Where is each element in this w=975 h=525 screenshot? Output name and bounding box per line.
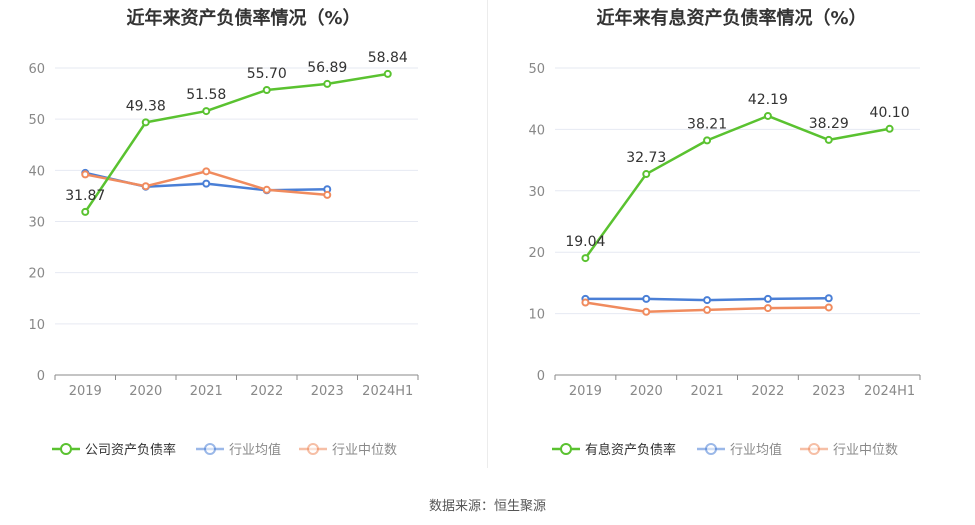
legend-label: 公司资产负债率 (85, 442, 176, 458)
data-point (81, 170, 90, 179)
chart-panel-left: 近年来资产负债率情况（%） 0 10 20 30 40 50 60 2019 2020 2021 2… (0, 0, 487, 470)
series-line (584, 114, 890, 259)
data-point (824, 303, 833, 312)
y-tick-label: 40 (528, 123, 545, 138)
x-tick-label: 2021 (190, 384, 223, 399)
data-point (141, 182, 150, 191)
chart-panel-right: 近年来有息资产负债率情况（%） 0 10 20 30 40 50 2019 2020 2021 2… (488, 0, 975, 470)
panel-divider (487, 0, 488, 468)
series-line (84, 72, 388, 213)
legend-marker-icon (204, 443, 216, 455)
legend-marker-icon (560, 443, 572, 455)
legend-label: 行业均值 (229, 442, 281, 458)
data-label: 32.73 (626, 150, 666, 166)
data-point (262, 185, 271, 194)
y-tick-label: 50 (528, 62, 545, 77)
legend-marker-icon (307, 443, 319, 455)
legend-item: 行业中位数 (800, 443, 898, 458)
y-tick-label: 30 (528, 185, 545, 200)
data-label: 38.21 (687, 116, 727, 132)
data-point (323, 190, 332, 199)
data-point (141, 118, 150, 127)
chart-title: 近年来资产负债率情况（%） (126, 8, 361, 29)
data-point (703, 296, 712, 305)
legend-item: 行业均值 (196, 442, 281, 458)
x-tick-label: 2023 (311, 384, 344, 399)
data-label: 40.10 (870, 105, 910, 121)
chart-plot-right: 0 10 20 30 40 50 2019 2020 2021 2022 2023 2024H1 19.… (528, 62, 921, 458)
y-tick-label: 30 (28, 216, 45, 231)
legend-label: 行业中位数 (332, 443, 397, 458)
y-tick-label: 20 (28, 267, 45, 282)
y-tick-label: 50 (28, 113, 45, 128)
chart-title: 近年来有息资产负债率情况（%） (596, 8, 867, 29)
legend-marker-icon (60, 443, 72, 455)
y-tick-label: 0 (37, 369, 45, 384)
data-point (202, 179, 211, 188)
data-label: 19.04 (565, 234, 605, 250)
data-point (763, 294, 772, 303)
x-tick-label: 2022 (751, 384, 784, 399)
legend-item: 有息资产负债率 (552, 442, 676, 458)
data-source: 数据来源：恒生聚源 (428, 499, 546, 514)
legend-item: 行业中位数 (299, 443, 397, 458)
x-tick-label: 2023 (812, 384, 845, 399)
data-point (703, 136, 712, 145)
data-point (642, 170, 651, 179)
x-tick-label: 2021 (691, 384, 724, 399)
legend-label: 行业均值 (730, 442, 782, 458)
chart-plot-left: 0 10 20 30 40 50 60 2019 2020 2021 2022 2023 2024H1 3… (28, 50, 419, 458)
data-point (703, 305, 712, 314)
data-label: 55.70 (247, 66, 287, 82)
data-point (383, 69, 392, 78)
x-tick-label: 2020 (129, 384, 162, 399)
data-point (824, 294, 833, 303)
y-tick-label: 10 (28, 318, 45, 333)
data-label: 51.58 (186, 87, 226, 103)
data-point (581, 254, 590, 263)
x-tick-label: 2022 (250, 384, 283, 399)
data-point (642, 294, 651, 303)
legend-label: 有息资产负债率 (585, 442, 676, 458)
legend-label: 行业中位数 (833, 443, 898, 458)
data-point (642, 307, 651, 316)
y-tick-label: 20 (528, 246, 545, 261)
legend-item: 行业均值 (697, 442, 782, 458)
y-tick-label: 60 (28, 62, 45, 77)
data-point (262, 86, 271, 95)
data-label: 38.29 (809, 116, 849, 132)
x-tick-label: 2024H1 (864, 384, 915, 399)
data-point (885, 124, 894, 133)
data-label: 31.87 (65, 188, 105, 204)
y-tick-label: 10 (528, 308, 545, 323)
data-point (202, 107, 211, 116)
data-point (824, 135, 833, 144)
data-label: 42.19 (748, 92, 788, 108)
data-point (202, 167, 211, 176)
y-tick-label: 0 (537, 369, 545, 384)
data-point (763, 111, 772, 120)
x-tick-label: 2019 (569, 384, 602, 399)
x-tick-label: 2020 (630, 384, 663, 399)
x-tick-label: 2019 (69, 384, 102, 399)
legend-marker-icon (808, 443, 820, 455)
data-label: 49.38 (126, 98, 166, 114)
data-point (581, 298, 590, 307)
data-label: 58.84 (368, 50, 408, 66)
data-point (81, 207, 90, 216)
x-tick-label: 2024H1 (362, 384, 413, 399)
data-point (763, 304, 772, 313)
legend-item: 公司资产负债率 (52, 442, 176, 458)
legend-marker-icon (705, 443, 717, 455)
y-tick-label: 40 (28, 164, 45, 179)
data-label: 56.89 (307, 60, 347, 76)
data-point (323, 79, 332, 88)
